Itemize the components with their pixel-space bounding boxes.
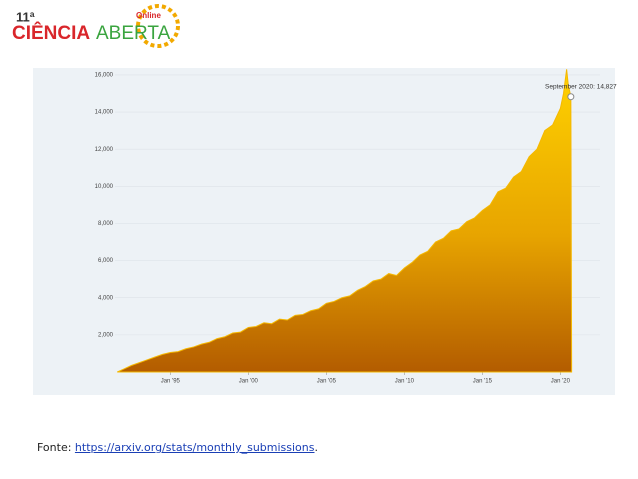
logo-ring: [136, 4, 180, 48]
logo-badge: Online: [136, 11, 161, 20]
y-tick-label: 4,000: [98, 295, 114, 301]
y-tick-label: 14,000: [95, 110, 114, 116]
x-tick-label: Jan '10: [395, 379, 415, 385]
y-tick-label: 6,000: [98, 258, 114, 264]
y-tick-label: 12,000: [95, 147, 114, 153]
x-tick-label: Jan '05: [317, 379, 337, 385]
logo-word: ABERTA: [96, 23, 171, 44]
x-tick-label: Jan '00: [239, 379, 259, 385]
x-tick-label: Jan '95: [161, 379, 181, 385]
footer: Fonte: https://arxiv.org/stats/monthly_s…: [37, 441, 318, 454]
y-tick-label: 16,000: [95, 73, 114, 79]
highlight-point: [567, 93, 575, 101]
logo-edition: 11ª: [16, 9, 35, 24]
source-link[interactable]: https://arxiv.org/stats/monthly_submissi…: [74, 441, 315, 454]
y-tick-label: 2,000: [98, 332, 114, 338]
chart: 2,000 4,000 6,000 8,000 10,000 12,000 14,000 16…: [33, 68, 617, 395]
area: [117, 69, 573, 373]
footer-text: Fonte:: [37, 441, 75, 454]
x-tick-label: Jan '15: [473, 379, 493, 385]
x-tick-label: Jan '20: [551, 379, 571, 385]
y-tick-label: 10,000: [95, 184, 114, 190]
logo: 11ª CIÊNCIA ABERTA Online: [12, 4, 180, 48]
logo-word: CIÊNCIA: [12, 22, 90, 44]
y-tick-label: 8,000: [98, 221, 114, 227]
annotation: September 2020: 14,827: [545, 83, 617, 90]
footer-text: .: [314, 441, 319, 454]
